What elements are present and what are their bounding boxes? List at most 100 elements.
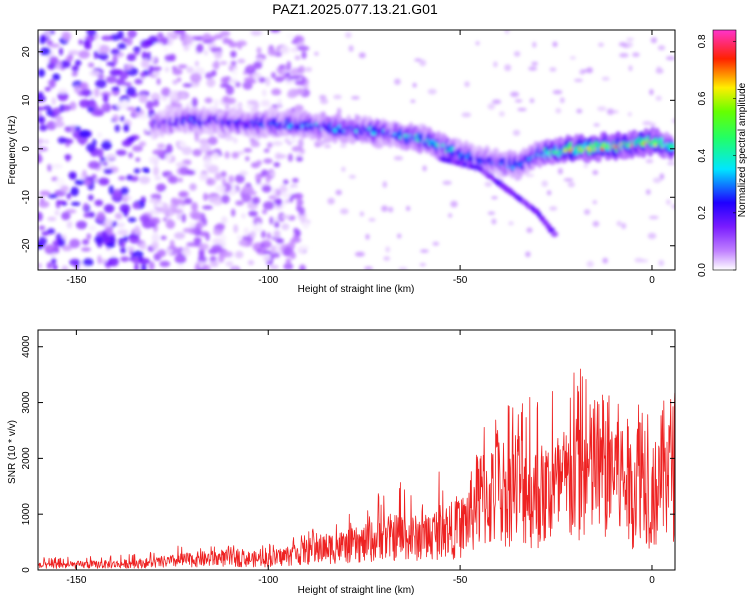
heatmap-noise-blob xyxy=(134,78,143,85)
heatmap-noise-blob xyxy=(275,198,283,207)
heatmap-noise-blob xyxy=(302,221,310,229)
heatmap-noise-blob xyxy=(261,185,272,193)
heatmap-noise-blob xyxy=(206,78,216,88)
heatmap-noise-blob xyxy=(296,156,303,162)
heatmap-noise-blob xyxy=(582,69,588,73)
heatmap-noise-blob xyxy=(341,166,346,172)
heatmap-noise-blob xyxy=(291,146,303,152)
heatmap-noise-blob xyxy=(525,251,531,258)
heatmap-noise-blob xyxy=(43,105,52,111)
heatmap-noise-blob xyxy=(105,75,117,84)
heatmap-noise-blob xyxy=(173,30,186,35)
heatmap-noise-blob xyxy=(232,266,238,270)
heatmap-noise-blob xyxy=(221,216,228,224)
spectrogram-heatmap xyxy=(38,30,675,270)
heatmap-noise-blob xyxy=(138,141,147,147)
heatmap-noise-blob xyxy=(168,175,179,184)
heatmap-noise-blob xyxy=(61,265,69,270)
heatmap-noise-blob xyxy=(546,190,552,196)
heatmap-noise-blob xyxy=(157,249,167,257)
heatmap-noise-blob xyxy=(432,241,440,246)
heatmap-noise-blob xyxy=(53,120,65,128)
heatmap-noise-blob xyxy=(586,67,593,74)
heatmap-noise-blob xyxy=(134,225,141,236)
heatmap-noise-blob xyxy=(259,140,268,147)
heatmap-noise-blob xyxy=(61,211,71,221)
heatmap-noise-blob xyxy=(559,97,565,104)
heatmap-noise-blob xyxy=(102,93,109,103)
heatmap-noise-blob xyxy=(412,82,417,88)
heatmap-noise-blob xyxy=(148,65,153,75)
heatmap-noise-blob xyxy=(95,79,107,89)
heatmap-noise-blob xyxy=(279,185,288,193)
heatmap-noise-blob xyxy=(138,114,149,120)
heatmap-noise-blob xyxy=(493,61,498,68)
heatmap-noise-blob xyxy=(256,222,261,231)
heatmap-noise-blob xyxy=(170,197,178,204)
heatmap-noise-blob xyxy=(670,204,675,209)
heatmap-noise-blob xyxy=(121,37,128,42)
heatmap-noise-blob xyxy=(109,250,117,257)
heatmap-noise-blob xyxy=(205,72,213,79)
heatmap-noise-blob xyxy=(583,209,591,215)
heatmap-noise-blob xyxy=(152,99,160,107)
heatmap-noise-blob xyxy=(284,72,291,78)
heatmap-noise-blob xyxy=(420,249,429,253)
heatmap-noise-blob xyxy=(246,100,259,105)
heatmap-noise-blob xyxy=(645,189,651,195)
heatmap-noise-blob xyxy=(288,136,296,143)
snr-x-axis-label: Height of straight line (km) xyxy=(298,585,415,596)
heatmap-noise-blob xyxy=(122,235,129,243)
heatmap-noise-blob xyxy=(49,56,59,65)
heatmap-noise-blob xyxy=(127,136,136,142)
heatmap-noise-blob xyxy=(132,202,141,210)
heatmap-noise-blob xyxy=(487,211,496,215)
heatmap-noise-blob xyxy=(93,50,99,60)
heatmap-noise-blob xyxy=(355,251,365,257)
heatmap-noise-blob xyxy=(70,124,76,133)
heatmap-noise-blob xyxy=(645,158,654,164)
heatmap-noise-blob xyxy=(549,67,557,72)
heatmap-noise-blob xyxy=(38,153,42,163)
heatmap-noise-blob xyxy=(292,192,304,200)
heatmap-noise-blob xyxy=(270,30,281,33)
heatmap-noise-blob xyxy=(154,175,162,181)
heatmap-noise-blob xyxy=(359,211,364,217)
heatmap-noise-blob xyxy=(127,217,137,223)
heatmap-noise-blob xyxy=(222,37,230,45)
heatmap-noise-blob xyxy=(181,248,192,257)
heatmap-noise-blob xyxy=(510,91,520,98)
heatmap-noise-blob xyxy=(250,30,263,36)
heatmap-noise-blob xyxy=(74,59,82,67)
heatmap-noise-blob xyxy=(140,71,147,78)
heatmap-noise-blob xyxy=(38,236,48,246)
heatmap-noise-blob xyxy=(364,266,373,270)
heatmap-noise-blob xyxy=(121,99,130,108)
heatmap-noise-blob xyxy=(294,80,306,86)
heatmap-noise-blob xyxy=(632,52,640,57)
colorbar-label: Normalized spectral amplitude xyxy=(737,82,748,217)
heatmap-noise-blob xyxy=(83,202,89,211)
heatmap-noise-blob xyxy=(60,185,69,193)
heatmap-noise-blob xyxy=(119,247,127,254)
heatmap-noise-blob xyxy=(140,59,150,69)
heatmap-noise-blob xyxy=(532,41,537,48)
heatmap-noise-blob xyxy=(121,85,126,92)
heatmap-noise-blob xyxy=(236,235,243,240)
heatmap-noise-blob xyxy=(273,162,281,168)
heatmap-noise-blob xyxy=(193,237,202,244)
heatmap-noise-blob xyxy=(38,115,46,125)
heatmap-noise-blob xyxy=(261,230,266,239)
heatmap-noise-blob xyxy=(47,194,58,199)
heatmap-noise-blob xyxy=(150,209,158,215)
heatmap-noise-blob xyxy=(213,34,223,40)
heatmap-noise-blob xyxy=(513,51,521,57)
heatmap-branch-cell xyxy=(536,211,542,218)
heatmap-noise-blob xyxy=(289,75,301,80)
heatmap-noise-blob xyxy=(106,242,115,249)
figure-title: PAZ1.2025.077.13.21.G01 xyxy=(272,1,438,17)
heatmap-noise-blob xyxy=(174,232,186,240)
heatmap-noise-blob xyxy=(172,102,183,108)
heatmap-noise-blob xyxy=(38,200,50,208)
heatmap-noise-blob xyxy=(314,143,321,148)
